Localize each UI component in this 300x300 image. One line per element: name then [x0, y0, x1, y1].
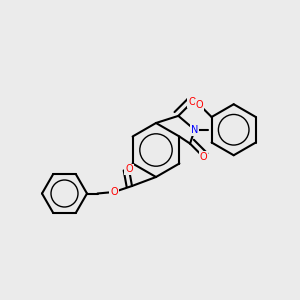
Text: O: O [200, 152, 207, 162]
Text: O: O [125, 164, 133, 175]
Text: O: O [110, 187, 118, 197]
Text: O: O [196, 100, 203, 110]
Text: N: N [191, 125, 198, 135]
Text: O: O [188, 98, 196, 107]
